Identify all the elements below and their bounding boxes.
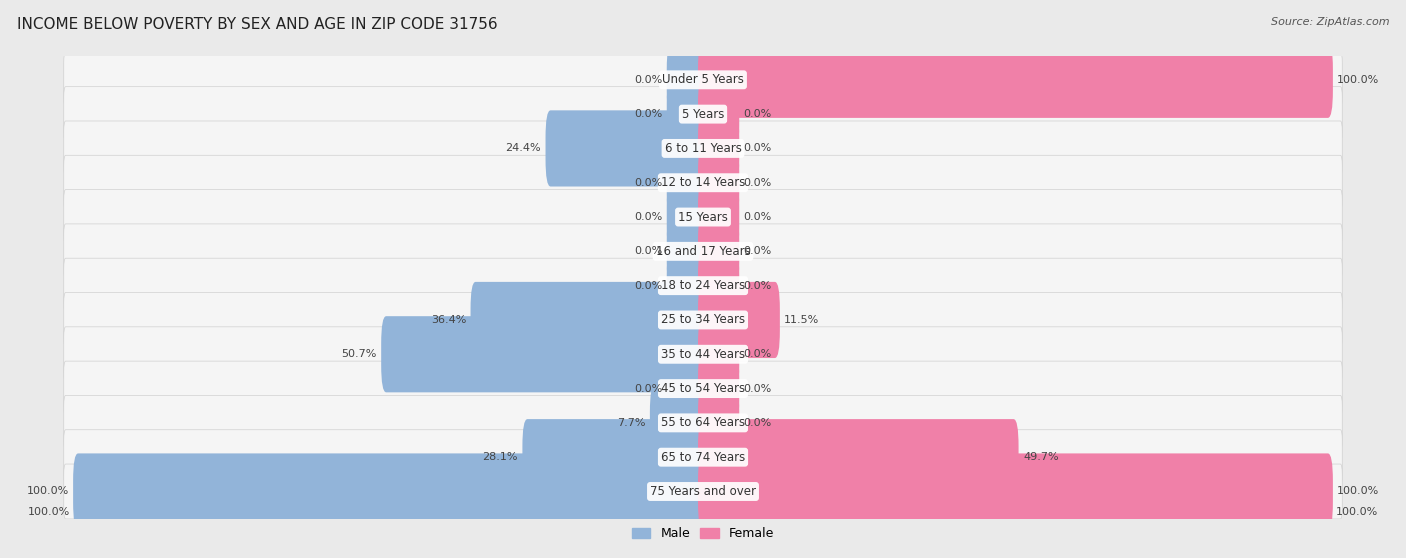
- FancyBboxPatch shape: [63, 258, 1343, 313]
- FancyBboxPatch shape: [666, 145, 709, 221]
- Text: 100.0%: 100.0%: [27, 487, 69, 497]
- FancyBboxPatch shape: [63, 396, 1343, 450]
- FancyBboxPatch shape: [63, 224, 1343, 279]
- Text: 0.0%: 0.0%: [634, 212, 662, 222]
- Text: 50.7%: 50.7%: [342, 349, 377, 359]
- Text: 0.0%: 0.0%: [634, 75, 662, 85]
- FancyBboxPatch shape: [523, 419, 709, 496]
- FancyBboxPatch shape: [666, 42, 709, 118]
- FancyBboxPatch shape: [697, 42, 1333, 118]
- FancyBboxPatch shape: [546, 110, 709, 186]
- FancyBboxPatch shape: [73, 454, 709, 530]
- Text: 0.0%: 0.0%: [744, 418, 772, 428]
- Text: 11.5%: 11.5%: [785, 315, 820, 325]
- FancyBboxPatch shape: [697, 248, 740, 324]
- Text: 65 to 74 Years: 65 to 74 Years: [661, 451, 745, 464]
- Text: 5 Years: 5 Years: [682, 108, 724, 121]
- Text: 25 to 34 Years: 25 to 34 Years: [661, 314, 745, 326]
- FancyBboxPatch shape: [697, 179, 740, 255]
- Text: 0.0%: 0.0%: [744, 109, 772, 119]
- FancyBboxPatch shape: [63, 121, 1343, 176]
- Text: 7.7%: 7.7%: [617, 418, 645, 428]
- Text: 15 Years: 15 Years: [678, 210, 728, 224]
- FancyBboxPatch shape: [63, 190, 1343, 244]
- Text: 16 and 17 Years: 16 and 17 Years: [655, 245, 751, 258]
- Text: 100.0%: 100.0%: [28, 507, 70, 517]
- FancyBboxPatch shape: [63, 464, 1343, 519]
- Text: 0.0%: 0.0%: [634, 383, 662, 393]
- FancyBboxPatch shape: [697, 76, 740, 152]
- Text: 24.4%: 24.4%: [506, 143, 541, 153]
- Text: 28.1%: 28.1%: [482, 452, 517, 462]
- Text: 0.0%: 0.0%: [744, 383, 772, 393]
- FancyBboxPatch shape: [666, 76, 709, 152]
- FancyBboxPatch shape: [63, 327, 1343, 382]
- Text: 6 to 11 Years: 6 to 11 Years: [665, 142, 741, 155]
- Text: 0.0%: 0.0%: [744, 212, 772, 222]
- Text: 55 to 64 Years: 55 to 64 Years: [661, 416, 745, 430]
- FancyBboxPatch shape: [697, 316, 740, 392]
- FancyBboxPatch shape: [697, 454, 1333, 530]
- Text: 0.0%: 0.0%: [634, 109, 662, 119]
- Text: Source: ZipAtlas.com: Source: ZipAtlas.com: [1271, 17, 1389, 27]
- Text: 100.0%: 100.0%: [1336, 507, 1378, 517]
- FancyBboxPatch shape: [697, 350, 740, 427]
- Text: 100.0%: 100.0%: [1337, 75, 1379, 85]
- Text: 36.4%: 36.4%: [430, 315, 467, 325]
- FancyBboxPatch shape: [650, 385, 709, 461]
- FancyBboxPatch shape: [471, 282, 709, 358]
- Text: 0.0%: 0.0%: [634, 281, 662, 291]
- FancyBboxPatch shape: [63, 86, 1343, 142]
- Text: 0.0%: 0.0%: [744, 178, 772, 187]
- Text: INCOME BELOW POVERTY BY SEX AND AGE IN ZIP CODE 31756: INCOME BELOW POVERTY BY SEX AND AGE IN Z…: [17, 17, 498, 32]
- FancyBboxPatch shape: [697, 145, 740, 221]
- Text: 49.7%: 49.7%: [1024, 452, 1059, 462]
- FancyBboxPatch shape: [63, 155, 1343, 210]
- FancyBboxPatch shape: [697, 385, 740, 461]
- FancyBboxPatch shape: [697, 419, 1018, 496]
- Text: 35 to 44 Years: 35 to 44 Years: [661, 348, 745, 361]
- Text: 18 to 24 Years: 18 to 24 Years: [661, 279, 745, 292]
- Text: 45 to 54 Years: 45 to 54 Years: [661, 382, 745, 395]
- FancyBboxPatch shape: [666, 350, 709, 427]
- Text: 0.0%: 0.0%: [744, 281, 772, 291]
- Legend: Male, Female: Male, Female: [627, 522, 779, 545]
- Text: 75 Years and over: 75 Years and over: [650, 485, 756, 498]
- Text: 0.0%: 0.0%: [744, 143, 772, 153]
- FancyBboxPatch shape: [63, 430, 1343, 485]
- Text: 0.0%: 0.0%: [634, 178, 662, 187]
- FancyBboxPatch shape: [697, 282, 780, 358]
- Text: 0.0%: 0.0%: [744, 349, 772, 359]
- FancyBboxPatch shape: [666, 248, 709, 324]
- Text: 12 to 14 Years: 12 to 14 Years: [661, 176, 745, 189]
- FancyBboxPatch shape: [381, 316, 709, 392]
- FancyBboxPatch shape: [63, 52, 1343, 107]
- Text: 100.0%: 100.0%: [1337, 487, 1379, 497]
- FancyBboxPatch shape: [63, 292, 1343, 348]
- Text: 0.0%: 0.0%: [744, 246, 772, 256]
- FancyBboxPatch shape: [697, 110, 740, 186]
- FancyBboxPatch shape: [666, 213, 709, 290]
- FancyBboxPatch shape: [666, 179, 709, 255]
- FancyBboxPatch shape: [697, 213, 740, 290]
- Text: Under 5 Years: Under 5 Years: [662, 73, 744, 86]
- FancyBboxPatch shape: [63, 361, 1343, 416]
- Text: 0.0%: 0.0%: [634, 246, 662, 256]
